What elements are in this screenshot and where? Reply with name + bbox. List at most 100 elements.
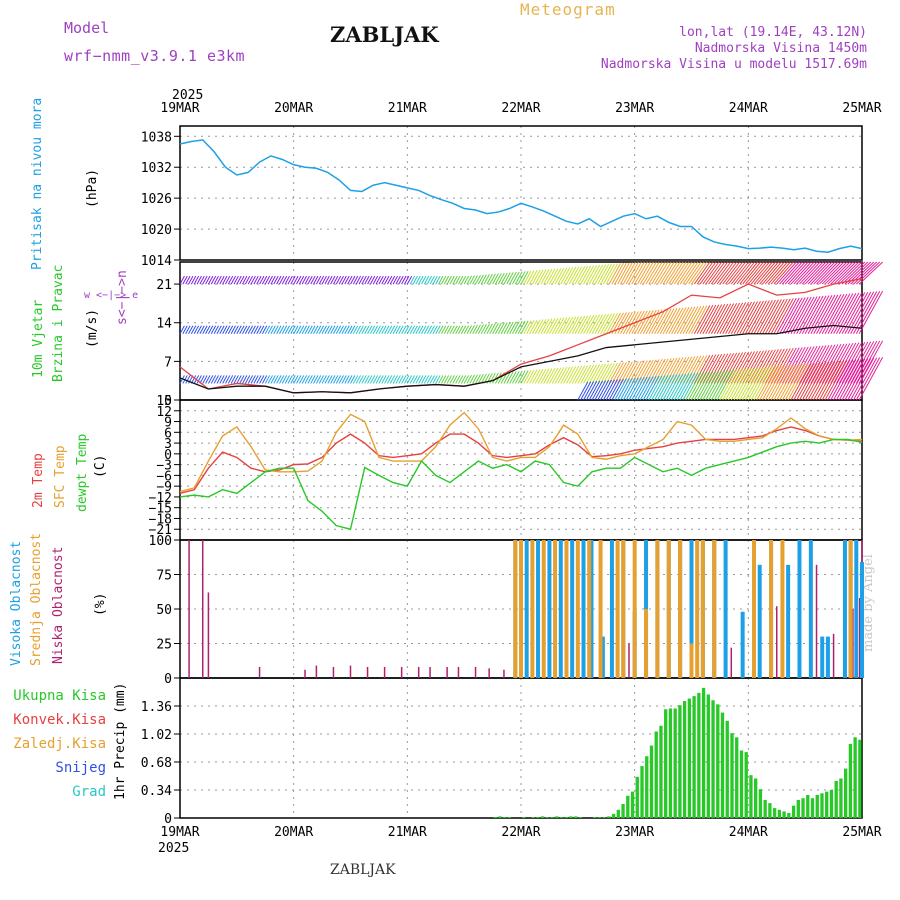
footer-station: ZABLJAK [330,862,396,878]
wind-barb [239,375,245,384]
product-title: Meteogram [520,0,616,19]
wind-barb [750,261,770,285]
wind-barb [634,261,648,285]
wind-barb [753,349,773,384]
wind-barb [367,375,373,384]
y-tick-label: 1.02 [141,728,172,743]
wind-barb [648,358,663,384]
wind-barb [392,375,398,384]
wind-barb [506,371,514,384]
wind-barb [696,261,714,285]
wind-barb [631,261,645,285]
wind-barb [341,325,347,335]
wind-barb [699,261,717,285]
wind-barb [745,261,764,285]
cloud-bar-mid [615,540,620,678]
wind-barb [185,275,191,285]
wind-barb [728,302,747,335]
wind-barb [713,369,732,401]
wind-barb [531,269,541,285]
wind-barb [509,271,517,285]
wind-barb [293,325,299,335]
wind-barb [429,325,435,335]
wind-barb [787,261,809,285]
wind-barb [642,359,657,384]
wind-barb [548,318,559,335]
wind-barb [463,325,470,335]
precip-bar [720,712,725,818]
wind-barb [563,267,574,285]
wind-barb [193,325,200,335]
wind-barb [361,275,367,285]
wind-barb [793,296,815,335]
wind-barb [205,375,211,384]
wind-barb [719,303,738,335]
wind-barb [827,293,851,335]
wind-barb [290,275,296,285]
wind-barb [827,261,851,285]
wind-barb [830,359,854,401]
wind-barb [742,367,761,401]
wind-barb [477,324,484,335]
cloud-bar-low [258,666,261,678]
wind-barb [523,320,532,335]
wind-barb [466,325,472,335]
wind-barb [259,375,265,384]
wind-barb [551,367,562,384]
wind-barb [745,350,764,384]
wind-barb [526,270,535,285]
wind-barb [654,358,669,384]
wind-barb [435,375,441,384]
wind-barb [620,378,633,401]
wind-barb [708,261,726,285]
wind-barb [279,375,285,384]
wind-barb [207,375,214,384]
wind-barb [531,369,541,384]
wind-barb [537,319,547,335]
wind-barb [395,325,401,335]
wind-barb [534,269,544,285]
wind-barb [190,275,197,285]
cloud-bar-low [366,666,369,678]
cloud-bar-mid [848,540,853,678]
wind-barb [205,275,211,285]
wind-barb [728,351,747,384]
wind-barb [855,291,881,335]
wind-barb [781,347,803,384]
wind-barb [824,343,848,384]
date-label-top: 24MAR [729,101,768,116]
wind-barb [426,375,433,384]
wind-barb [344,275,350,285]
wind-barb [384,325,390,335]
wind-barb [534,368,544,384]
cloud-bar-low [429,666,431,678]
cloud-bar-mid [780,540,785,678]
wind-barb [307,375,313,384]
cloud-bar-high [825,636,830,678]
wind-barb [318,325,325,335]
wind-barb [810,261,833,285]
wind-barb [753,366,773,401]
wind-barb [750,366,770,401]
cloud-bar-low [730,647,733,678]
wind-barb [350,275,356,285]
wind-barb [691,371,708,401]
wind-barb [401,375,407,384]
wind-barb [395,375,401,384]
wind-barb [674,373,690,401]
cloud-bar-high [723,540,728,678]
wind-barb [776,298,797,335]
wind-barb [463,275,470,285]
wind-barb [833,359,857,401]
wind-barb [276,325,282,335]
wind-barb [398,275,404,285]
wind-barb [523,270,532,285]
wind-barb [637,261,651,285]
wind-barb [259,325,265,335]
wind-barb [799,345,821,384]
wind-barb [358,275,364,285]
wind-barb [620,361,633,384]
cloud-bar-low [383,666,386,678]
cloud-bar-low [304,669,306,678]
wind-barb [253,325,259,335]
